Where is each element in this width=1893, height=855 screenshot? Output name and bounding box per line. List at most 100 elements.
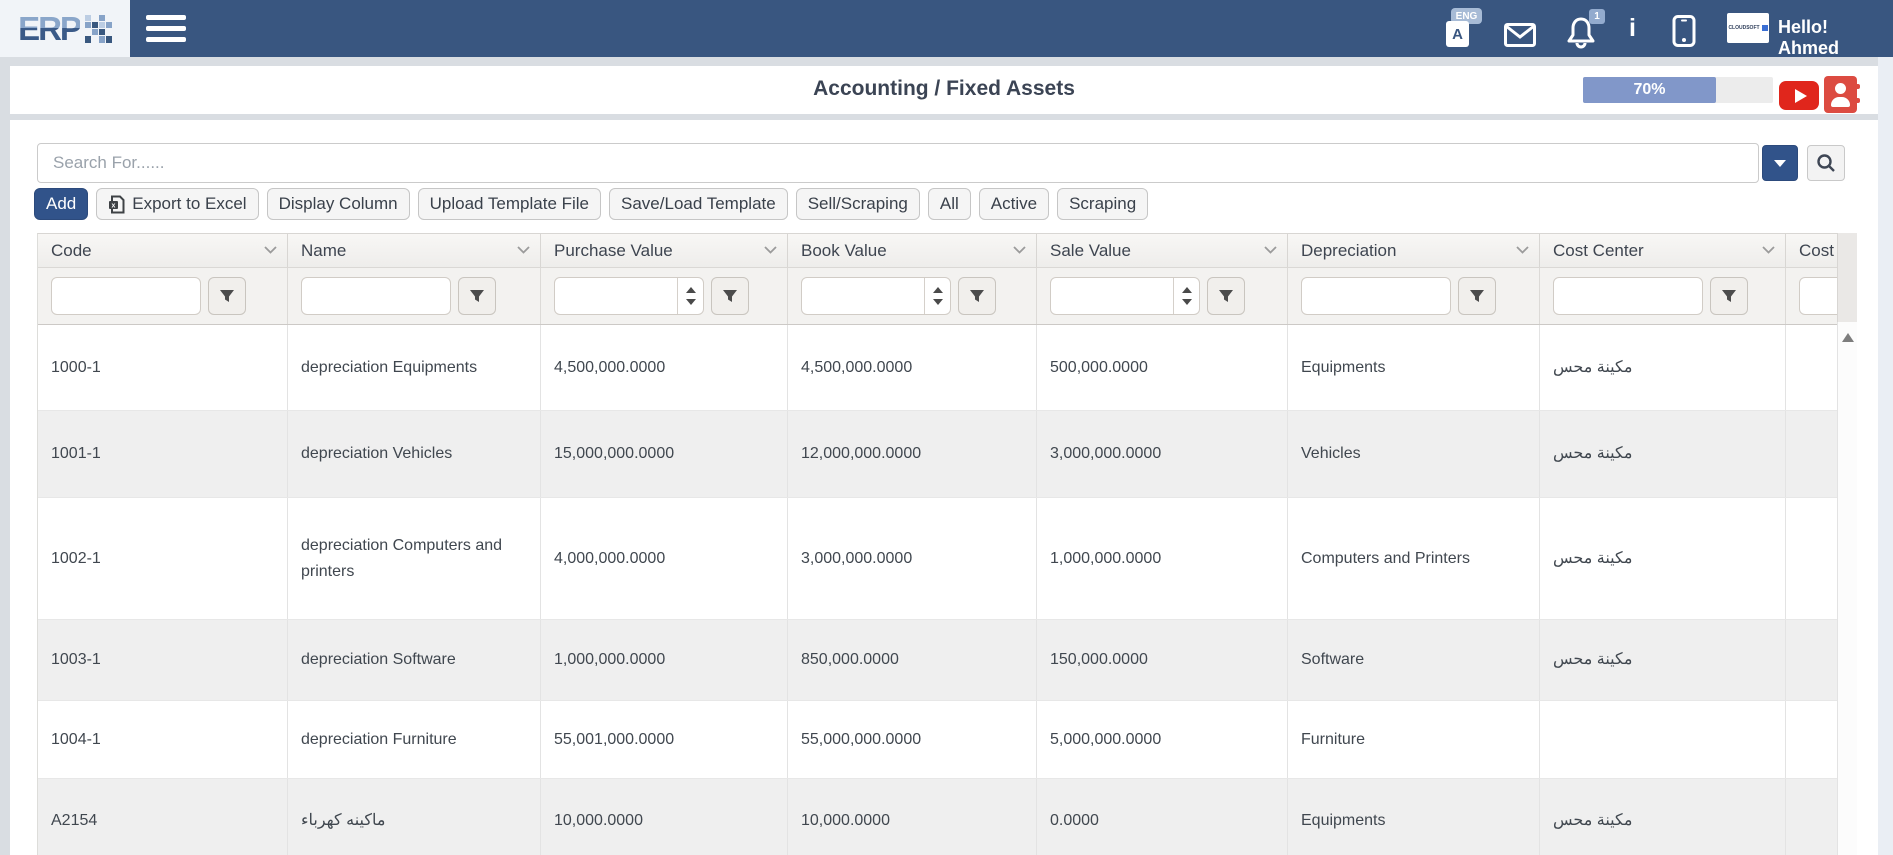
cell-cost-c (1786, 411, 1837, 497)
search-input[interactable] (37, 143, 1759, 183)
contacts-button[interactable] (1824, 76, 1857, 113)
cell-purchase-value: 15,000,000.0000 (541, 411, 788, 497)
partner-logo-text: CLOUDSOFT (1728, 25, 1759, 31)
filter-button-sale-value[interactable] (1207, 277, 1245, 315)
cell-cost-center: مكينة محس (1540, 325, 1786, 410)
filter-button-code[interactable] (208, 277, 246, 315)
toolbar: Add x Export to Excel Display Column Upl… (34, 188, 1148, 220)
column-header-depreciation[interactable]: Depreciation (1288, 234, 1540, 267)
app-window: ERP ENG A 1 i CLOUDSOFT Hello! Ahmed (0, 0, 1893, 855)
cell-book-value: 4,500,000.0000 (788, 325, 1037, 410)
filter-input-book-value[interactable] (801, 277, 951, 315)
mobile-icon[interactable] (1672, 15, 1696, 52)
sell-scraping-button[interactable]: Sell/Scraping (796, 188, 920, 220)
chevron-down-icon (517, 246, 530, 254)
filter-input-depreciation[interactable] (1301, 277, 1451, 315)
funnel-icon (1218, 289, 1234, 303)
person-icon (1835, 83, 1846, 94)
cell-book-value: 10,000.0000 (788, 779, 1037, 855)
user-greeting[interactable]: Hello! Ahmed (1778, 17, 1893, 59)
filter-input-sale-value[interactable] (1050, 277, 1200, 315)
cell-depreciation: Equipments (1288, 779, 1540, 855)
grid-header-row: Code Name Purchase Value Book Value Sale… (38, 234, 1837, 267)
cell-code: 1000-1 (38, 325, 288, 410)
cell-book-value: 3,000,000.0000 (788, 498, 1037, 619)
notification-badge: 1 (1589, 9, 1605, 24)
progress-label: 70% (1633, 81, 1665, 99)
upload-template-button[interactable]: Upload Template File (418, 188, 601, 220)
brand-pixel-icon (85, 15, 112, 43)
add-button[interactable]: Add (34, 188, 88, 220)
filter-button-name[interactable] (458, 277, 496, 315)
column-header-purchase-value[interactable]: Purchase Value (541, 234, 788, 267)
cell-sale-value: 5,000,000.0000 (1037, 701, 1288, 778)
scroll-up-icon[interactable] (1842, 333, 1854, 342)
filter-input-cost-c[interactable] (1799, 277, 1837, 315)
filter-button-purchase-value[interactable] (711, 277, 749, 315)
filter-input-code[interactable] (51, 277, 201, 315)
mail-icon[interactable] (1504, 23, 1536, 52)
vertical-scrollbar[interactable] (1837, 233, 1857, 855)
column-header-cost-c[interactable]: Cost C (1786, 234, 1837, 267)
funnel-icon (1469, 289, 1485, 303)
cell-depreciation: Software (1288, 620, 1540, 700)
spinner-down-icon (1182, 299, 1192, 305)
table-row[interactable]: 1002-1 depreciation Computers and printe… (38, 498, 1837, 620)
cell-code: 1001-1 (38, 411, 288, 497)
search-button[interactable] (1807, 145, 1845, 181)
export-excel-button[interactable]: x Export to Excel (96, 188, 258, 220)
cell-book-value: 850,000.0000 (788, 620, 1037, 700)
column-header-code[interactable]: Code (38, 234, 288, 267)
number-spinner[interactable] (1173, 278, 1199, 314)
table-row[interactable]: 1004-1 depreciation Furniture 55,001,000… (38, 701, 1837, 779)
grid-filter-row (38, 267, 1837, 325)
table-row[interactable]: 1003-1 depreciation Software 1,000,000.0… (38, 620, 1837, 701)
active-button[interactable]: Active (979, 188, 1049, 220)
column-header-cost-center[interactable]: Cost Center (1540, 234, 1786, 267)
funnel-icon (469, 289, 485, 303)
filter-button-depreciation[interactable] (1458, 277, 1496, 315)
excel-icon: x (108, 195, 125, 214)
hamburger-menu-icon[interactable] (146, 15, 186, 42)
save-load-template-button[interactable]: Save/Load Template (609, 188, 788, 220)
chevron-down-icon (764, 246, 777, 254)
number-spinner[interactable] (677, 278, 703, 314)
cell-book-value: 12,000,000.0000 (788, 411, 1037, 497)
svg-text:x: x (112, 202, 116, 209)
partner-logo[interactable]: CLOUDSOFT (1727, 13, 1769, 43)
filter-input-purchase-value[interactable] (554, 277, 704, 315)
progress-bar: 70% (1583, 77, 1773, 103)
number-spinner[interactable] (924, 278, 950, 314)
main-panel: Add x Export to Excel Display Column Upl… (10, 120, 1878, 855)
cell-book-value: 55,000,000.0000 (788, 701, 1037, 778)
display-column-button[interactable]: Display Column (267, 188, 410, 220)
cell-name: depreciation Computers and printers (288, 498, 541, 619)
column-header-name[interactable]: Name (288, 234, 541, 267)
cell-name: ماكينه كهرباء (288, 779, 541, 855)
table-row[interactable]: 1001-1 depreciation Vehicles 15,000,000.… (38, 411, 1837, 498)
spinner-up-icon (1182, 287, 1192, 293)
scraping-button[interactable]: Scraping (1057, 188, 1148, 220)
cell-sale-value: 0.0000 (1037, 779, 1288, 855)
translate-icon[interactable]: A (1446, 21, 1469, 47)
column-header-sale-value[interactable]: Sale Value (1037, 234, 1288, 267)
youtube-button[interactable] (1779, 81, 1819, 110)
table-row[interactable]: 1000-1 depreciation Equipments 4,500,000… (38, 325, 1837, 411)
spinner-up-icon (686, 287, 696, 293)
filter-button-cost-center[interactable] (1710, 277, 1748, 315)
scrollbar-track[interactable] (1837, 322, 1857, 855)
info-icon[interactable]: i (1629, 14, 1636, 43)
filter-input-cost-center[interactable] (1553, 277, 1703, 315)
cell-cost-c (1786, 325, 1837, 410)
app-logo[interactable]: ERP (0, 0, 130, 57)
column-header-book-value[interactable]: Book Value (788, 234, 1037, 267)
search-dropdown-button[interactable] (1762, 145, 1798, 181)
cell-cost-center (1540, 701, 1786, 778)
cell-cost-c (1786, 779, 1837, 855)
filter-button-book-value[interactable] (958, 277, 996, 315)
all-button[interactable]: All (928, 188, 971, 220)
table-row[interactable]: A2154 ماكينه كهرباء 10,000.0000 10,000.0… (38, 779, 1837, 855)
cell-code: 1002-1 (38, 498, 288, 619)
filter-input-name[interactable] (301, 277, 451, 315)
chevron-down-icon (1762, 246, 1775, 254)
